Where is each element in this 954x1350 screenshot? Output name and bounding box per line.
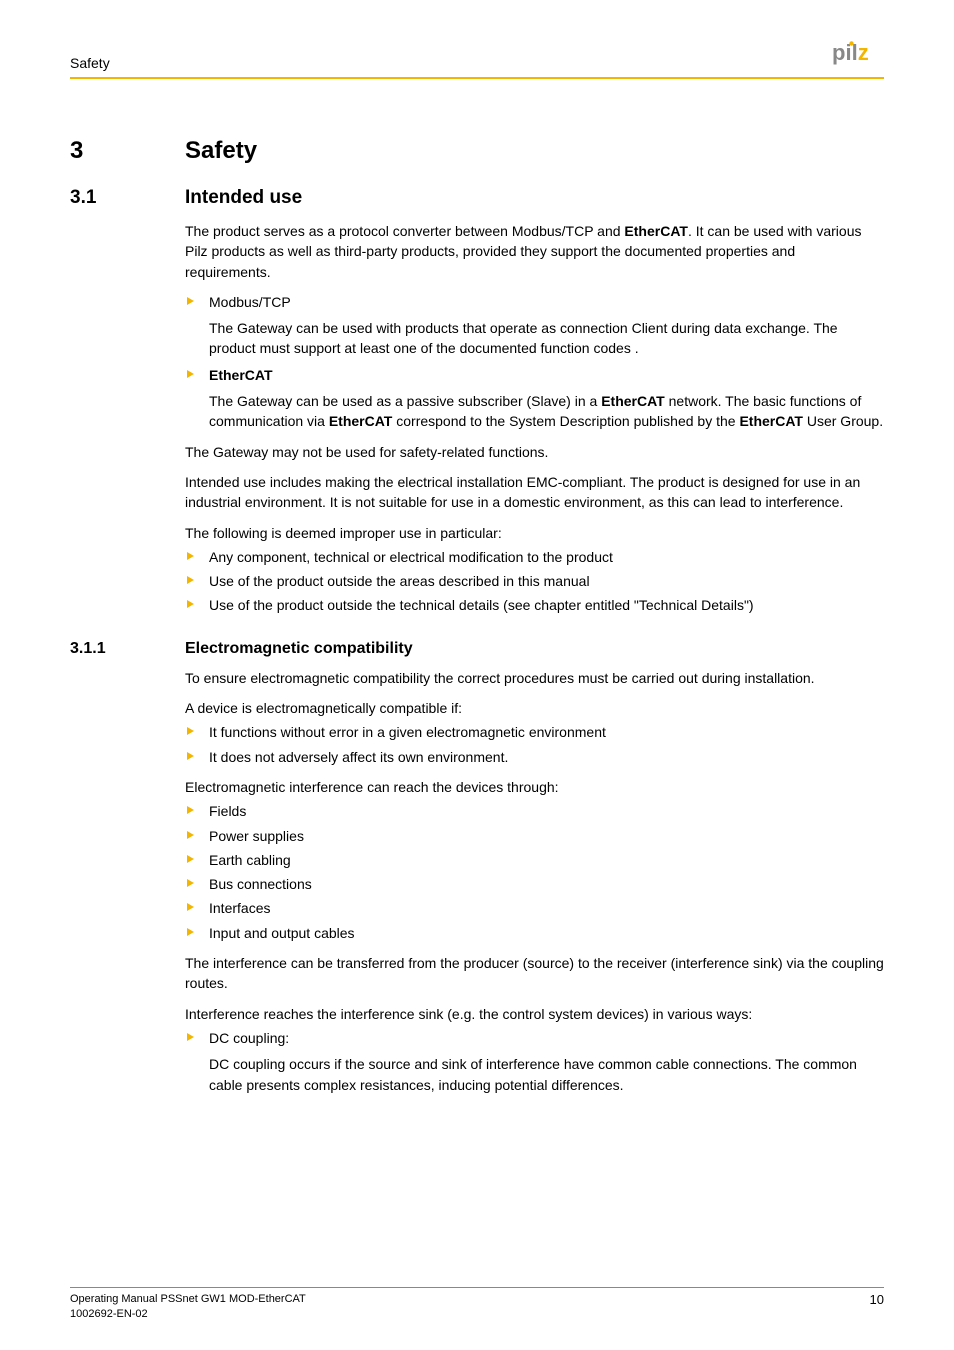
list-item: Any component, technical or electrical m…	[185, 547, 884, 567]
list-item: Earth cabling	[185, 850, 884, 870]
section-3-1-1-heading: 3.1.1 Electromagnetic compatibility	[70, 640, 884, 658]
section-3-1-body: The product serves as a protocol convert…	[185, 221, 884, 616]
footer-title: Operating Manual PSSnet GW1 MOD-EtherCAT	[70, 1292, 306, 1307]
running-head: Safety	[70, 55, 110, 71]
list-item: It functions without error in a given el…	[185, 722, 884, 742]
list-item: DC coupling: DC coupling occurs if the s…	[185, 1028, 884, 1095]
paragraph: Interference reaches the interference si…	[185, 1004, 884, 1024]
list-item-head: Modbus/TCP	[209, 294, 291, 310]
header-rule	[70, 77, 884, 79]
list-item: Interfaces	[185, 898, 884, 918]
section-title: Intended use	[185, 187, 884, 209]
list-item-head: EtherCAT	[209, 367, 273, 383]
brand-logo: pilz	[832, 40, 884, 71]
bullet-list: Fields Power supplies Earth cabling Bus …	[185, 801, 884, 943]
paragraph: The following is deemed improper use in …	[185, 523, 884, 543]
list-item: Input and output cables	[185, 923, 884, 943]
section-3-heading: 3 Safety	[70, 137, 884, 165]
paragraph: The Gateway may not be used for safety-r…	[185, 442, 884, 462]
section-3-1-heading: 3.1 Intended use	[70, 187, 884, 209]
section-number: 3.1.1	[70, 640, 185, 658]
list-item-sub: The Gateway can be used with products th…	[209, 318, 884, 359]
paragraph: The product serves as a protocol convert…	[185, 221, 884, 282]
footer-left: Operating Manual PSSnet GW1 MOD-EtherCAT…	[70, 1292, 306, 1322]
footer-docid: 1002692-EN-02	[70, 1307, 306, 1322]
list-item: Use of the product outside the technical…	[185, 595, 884, 615]
list-item-sub: DC coupling occurs if the source and sin…	[209, 1054, 884, 1095]
bullet-list: It functions without error in a given el…	[185, 722, 884, 767]
section-number: 3	[70, 137, 185, 165]
paragraph: A device is electromagnetically compatib…	[185, 698, 884, 718]
section-title: Electromagnetic compatibility	[185, 640, 884, 658]
paragraph: Intended use includes making the electri…	[185, 472, 884, 513]
paragraph: To ensure electromagnetic compatibility …	[185, 668, 884, 688]
section-3-1-1-body: To ensure electromagnetic compatibility …	[185, 668, 884, 1095]
list-item-head: DC coupling:	[209, 1030, 289, 1046]
header: Safety pilz	[70, 40, 884, 77]
list-item: EtherCAT The Gateway can be used as a pa…	[185, 365, 884, 432]
section-number: 3.1	[70, 187, 185, 209]
bullet-list: DC coupling: DC coupling occurs if the s…	[185, 1028, 884, 1095]
list-item: Use of the product outside the areas des…	[185, 571, 884, 591]
section-title: Safety	[185, 137, 884, 165]
footer-rule	[70, 1287, 884, 1288]
footer: Operating Manual PSSnet GW1 MOD-EtherCAT…	[70, 1287, 884, 1322]
bullet-list: Any component, technical or electrical m…	[185, 547, 884, 616]
list-item-sub: The Gateway can be used as a passive sub…	[209, 391, 884, 432]
page-number: 10	[870, 1292, 884, 1307]
page: Safety pilz 3 Safety 3.1 Intended use Th…	[0, 0, 954, 1350]
list-item: Power supplies	[185, 826, 884, 846]
bullet-list: Modbus/TCP The Gateway can be used with …	[185, 292, 884, 432]
list-item: Fields	[185, 801, 884, 821]
list-item: It does not adversely affect its own env…	[185, 747, 884, 767]
list-item: Bus connections	[185, 874, 884, 894]
list-item: Modbus/TCP The Gateway can be used with …	[185, 292, 884, 359]
paragraph: The interference can be transferred from…	[185, 953, 884, 994]
paragraph: Electromagnetic interference can reach t…	[185, 777, 884, 797]
